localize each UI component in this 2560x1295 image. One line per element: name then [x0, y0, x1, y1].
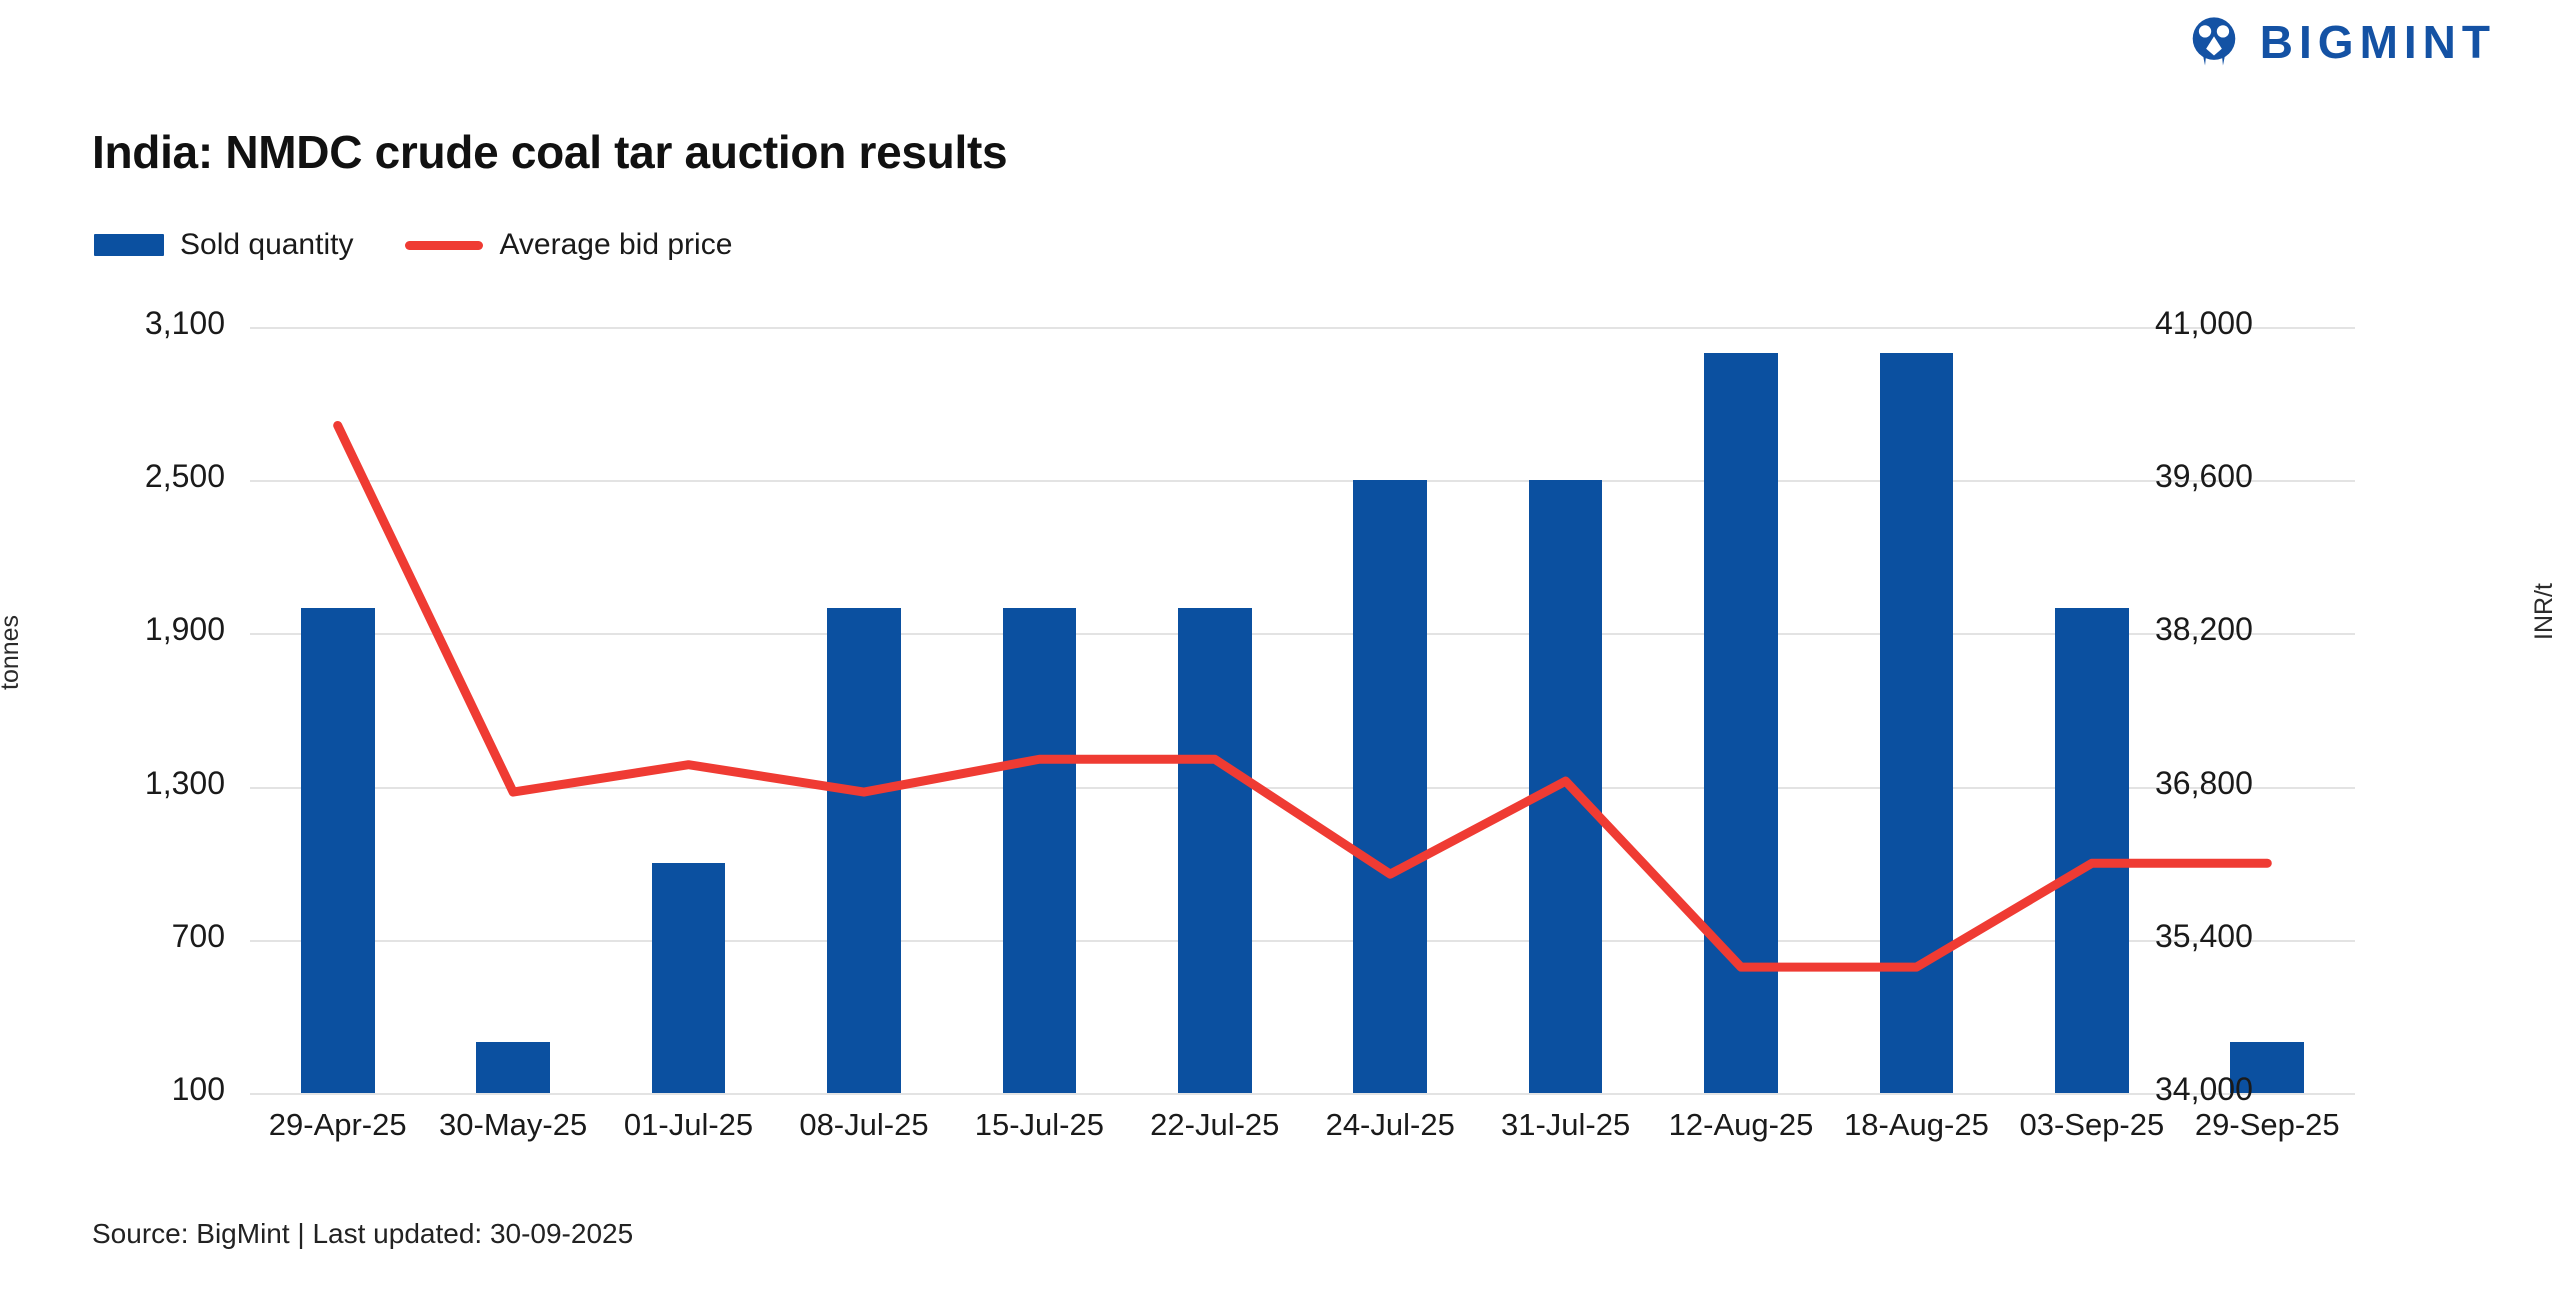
source-note: Source: BigMint | Last updated: 30-09-20… — [92, 1218, 634, 1249]
y-tick-left: 1,300 — [144, 764, 225, 801]
y-tick-left: 700 — [171, 917, 225, 954]
legend-item-average-bid-price[interactable]: Average bid price — [405, 228, 732, 262]
bar — [1002, 607, 1077, 1093]
legend-item-sold-quantity[interactable]: Sold quantity — [94, 228, 353, 262]
y-tick-right: 34,000 — [2155, 1071, 2253, 1107]
bar — [651, 863, 726, 1093]
bigmint-mascot-icon — [2192, 17, 2236, 66]
x-tick-label: 15-Jul-25 — [974, 1107, 1104, 1142]
bar — [1177, 607, 1252, 1093]
x-tick-label: 30-May-25 — [439, 1107, 588, 1142]
y-tick-right: 38,200 — [2155, 611, 2253, 648]
gridline — [250, 633, 2355, 636]
x-tick-label: 12-Aug-25 — [1668, 1107, 1814, 1142]
x-tick-label: 29-Apr-25 — [268, 1107, 407, 1142]
line-series — [333, 420, 2272, 972]
y-tick-left: 100 — [171, 1071, 225, 1107]
y-tick-left: 2,500 — [144, 458, 225, 495]
chart-legend: Sold quantity Average bid price — [94, 228, 732, 262]
x-tick-label: 03-Sep-25 — [2019, 1107, 2165, 1142]
chart-plot-area — [250, 327, 2355, 1095]
x-tick-label: 08-Jul-25 — [799, 1107, 929, 1142]
bar — [2055, 607, 2129, 1093]
x-tick-label: 31-Jul-25 — [1500, 1107, 1631, 1142]
bar — [2230, 1041, 2305, 1093]
bar — [300, 607, 375, 1093]
gridline — [250, 939, 2355, 942]
y-axis-title-right: INR/t — [2530, 583, 2558, 640]
x-tick-label: 01-Jul-25 — [623, 1107, 754, 1142]
brand-name: BIGMINT — [2259, 16, 2496, 68]
x-tick-label: 29-Sep-25 — [2194, 1107, 2340, 1142]
gridline — [250, 327, 2355, 329]
gridline — [250, 480, 2355, 483]
line-path — [333, 420, 2272, 972]
chart-title: India: NMDC crude coal tar auction resul… — [92, 126, 1008, 178]
y-tick-right: 41,000 — [2155, 305, 2253, 341]
x-tick-label: 24-Jul-25 — [1325, 1107, 1455, 1142]
bar — [1353, 480, 1428, 1093]
y-tick-left: 3,100 — [144, 305, 225, 341]
legend-swatch-line-icon — [405, 240, 484, 250]
brand-logo: BIGMINT — [2186, 14, 2496, 70]
legend-label-sold-quantity: Sold quantity — [180, 228, 354, 261]
y-tick-right: 39,600 — [2155, 458, 2253, 495]
bar — [827, 607, 901, 1093]
gridline — [250, 786, 2355, 789]
legend-label-average-bid-price: Average bid price — [499, 228, 733, 261]
bar — [476, 1041, 550, 1093]
y-tick-right: 36,800 — [2155, 764, 2253, 801]
y-tick-left: 1,900 — [144, 611, 225, 648]
x-tick-label: 22-Jul-25 — [1150, 1107, 1280, 1142]
y-tick-right: 35,400 — [2155, 917, 2253, 954]
legend-swatch-bar-icon — [94, 234, 164, 256]
gridline — [250, 1093, 2355, 1095]
x-tick-label: 18-Aug-25 — [1844, 1107, 1989, 1142]
